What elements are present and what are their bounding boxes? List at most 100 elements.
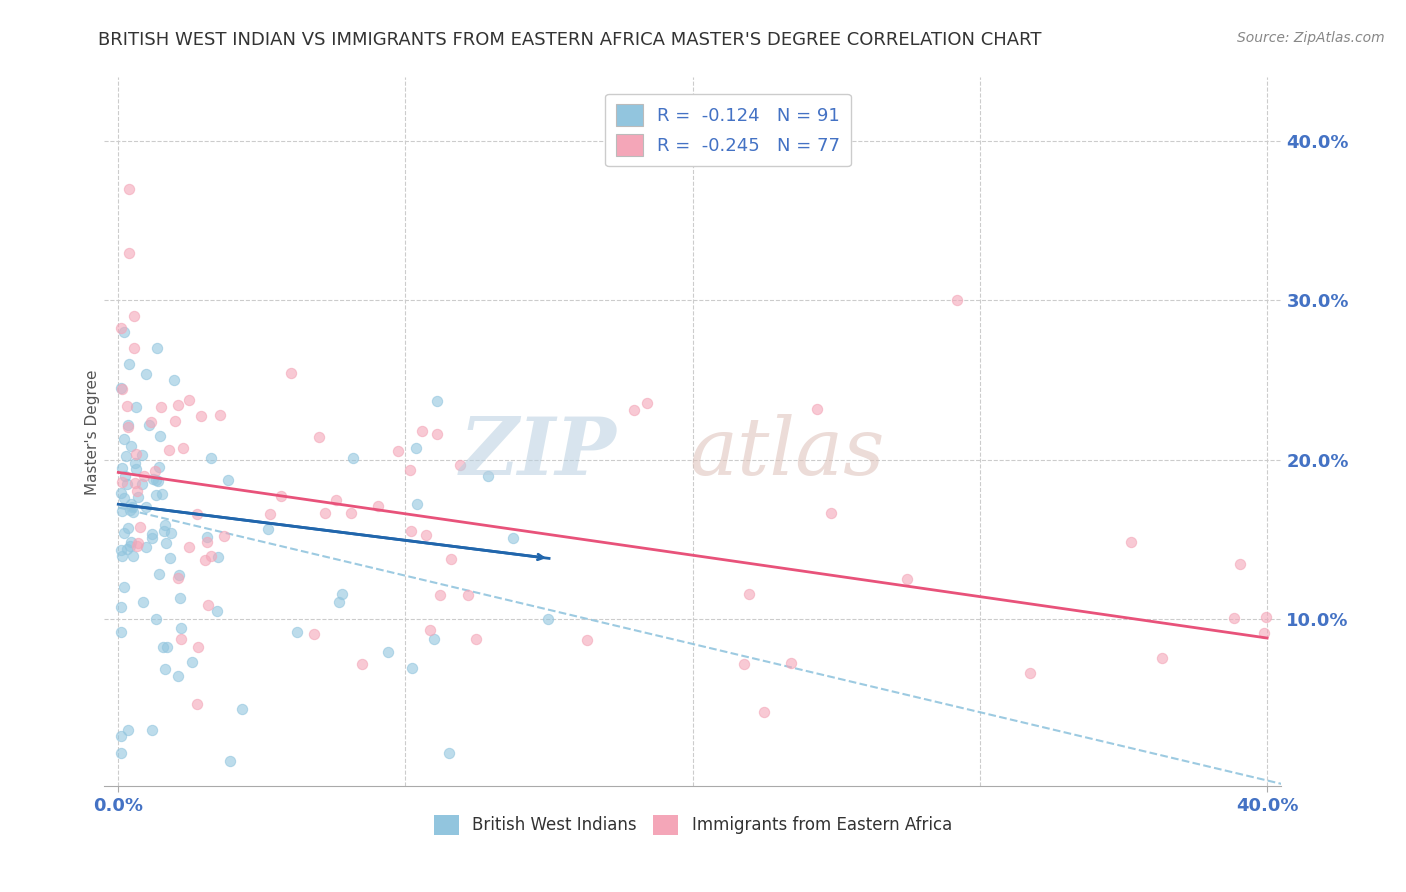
- Point: [148, 566, 170, 581]
- Point: [150, 486, 173, 500]
- Point: [143, 464, 166, 478]
- Point: [145, 612, 167, 626]
- Point: [122, 341, 145, 355]
- Point: [115, 450, 138, 464]
- Point: [138, 417, 160, 432]
- Point: [209, 409, 232, 423]
- Point: [152, 640, 174, 654]
- Point: [110, 542, 132, 557]
- Point: [332, 587, 354, 601]
- Point: [163, 373, 186, 387]
- Point: [160, 525, 183, 540]
- Point: [449, 458, 471, 473]
- Point: [177, 392, 200, 407]
- Point: [231, 702, 253, 716]
- Point: [1229, 558, 1251, 572]
- Point: [401, 661, 423, 675]
- Point: [145, 474, 167, 488]
- Point: [896, 572, 918, 586]
- Text: BRITISH WEST INDIAN VS IMMIGRANTS FROM EASTERN AFRICA MASTER'S DEGREE CORRELATIO: BRITISH WEST INDIAN VS IMMIGRANTS FROM E…: [98, 31, 1042, 49]
- Point: [124, 476, 146, 491]
- Point: [575, 632, 598, 647]
- Point: [423, 632, 446, 647]
- Point: [118, 245, 141, 260]
- Point: [127, 490, 149, 504]
- Point: [159, 550, 181, 565]
- Point: [155, 517, 177, 532]
- Point: [406, 497, 429, 511]
- Point: [110, 321, 132, 335]
- Point: [122, 549, 145, 563]
- Point: [1256, 609, 1278, 624]
- Point: [146, 475, 169, 489]
- Point: [117, 417, 139, 432]
- Point: [1121, 535, 1143, 549]
- Point: [110, 599, 132, 614]
- Point: [401, 524, 423, 538]
- Point: [167, 567, 190, 582]
- Point: [145, 488, 167, 502]
- Point: [149, 428, 172, 442]
- Point: [111, 503, 134, 517]
- Point: [112, 491, 135, 506]
- Point: [115, 476, 138, 491]
- Point: [124, 456, 146, 470]
- Point: [398, 463, 420, 477]
- Point: [112, 432, 135, 446]
- Text: atlas: atlas: [689, 414, 884, 491]
- Point: [155, 536, 177, 550]
- Point: [169, 632, 191, 646]
- Point: [1253, 626, 1275, 640]
- Point: [328, 595, 350, 609]
- Point: [121, 500, 143, 514]
- Point: [377, 645, 399, 659]
- Point: [117, 521, 139, 535]
- Point: [156, 640, 179, 655]
- Point: [120, 439, 142, 453]
- Point: [502, 531, 524, 545]
- Point: [205, 604, 228, 618]
- Point: [177, 540, 200, 554]
- Point: [111, 549, 134, 564]
- Point: [426, 427, 449, 442]
- Point: [302, 627, 325, 641]
- Text: Source: ZipAtlas.com: Source: ZipAtlas.com: [1237, 31, 1385, 45]
- Point: [537, 612, 560, 626]
- Point: [285, 624, 308, 639]
- Point: [419, 623, 441, 637]
- Point: [127, 535, 149, 549]
- Point: [114, 525, 136, 540]
- Point: [125, 447, 148, 461]
- Point: [142, 472, 165, 486]
- Point: [259, 507, 281, 521]
- Point: [132, 594, 155, 608]
- Point: [132, 468, 155, 483]
- Point: [429, 588, 451, 602]
- Point: [342, 450, 364, 465]
- Point: [415, 528, 437, 542]
- Text: ZIP: ZIP: [460, 414, 616, 491]
- Point: [135, 500, 157, 514]
- Point: [141, 531, 163, 545]
- Point: [166, 669, 188, 683]
- Point: [111, 383, 134, 397]
- Point: [115, 541, 138, 556]
- Point: [125, 401, 148, 415]
- Point: [111, 475, 134, 490]
- Legend: R =  -0.124   N = 91, R =  -0.245   N = 77: R = -0.124 N = 91, R = -0.245 N = 77: [605, 94, 851, 167]
- Point: [115, 399, 138, 413]
- Point: [118, 182, 141, 196]
- Point: [195, 530, 218, 544]
- Point: [135, 367, 157, 381]
- Point: [194, 553, 217, 567]
- Point: [152, 524, 174, 538]
- Point: [135, 540, 157, 554]
- Point: [197, 534, 219, 549]
- Point: [352, 657, 374, 671]
- Point: [120, 497, 142, 511]
- Point: [440, 552, 463, 566]
- Point: [207, 549, 229, 564]
- Point: [110, 729, 132, 743]
- Point: [181, 656, 204, 670]
- Point: [325, 492, 347, 507]
